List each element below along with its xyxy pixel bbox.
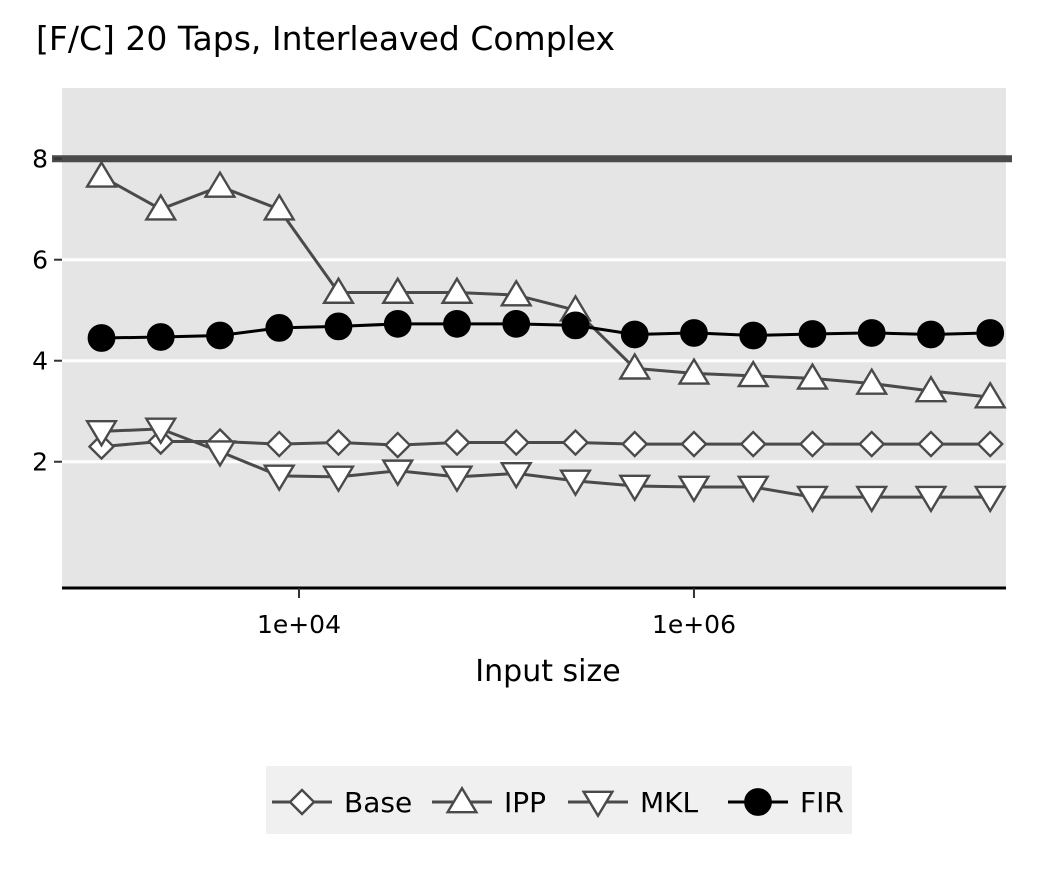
legend-key-marker bbox=[288, 788, 316, 816]
data-point-mkl bbox=[321, 465, 356, 494]
data-point-fir bbox=[383, 309, 412, 338]
series-line-fir bbox=[101, 322, 991, 340]
data-point-mkl bbox=[381, 459, 415, 487]
data-point-ipp bbox=[499, 278, 533, 307]
legend-key-background bbox=[426, 766, 562, 834]
data-point-mkl bbox=[914, 485, 948, 514]
data-point-base bbox=[798, 430, 827, 458]
data-point-fir bbox=[976, 319, 1005, 347]
data-point-mkl bbox=[84, 420, 119, 448]
data-point-fir bbox=[87, 324, 116, 352]
legend-label: IPP bbox=[504, 786, 546, 819]
data-point-ipp bbox=[618, 352, 652, 380]
x-tick-label: 1e+04 bbox=[257, 610, 341, 639]
data-point-fir bbox=[443, 309, 471, 338]
data-point-ipp bbox=[381, 276, 415, 304]
data-point-mkl bbox=[677, 475, 711, 504]
legend-key-marker bbox=[445, 785, 479, 814]
data-point-base bbox=[621, 430, 649, 458]
data-point-fir bbox=[917, 320, 945, 349]
data-point-ipp bbox=[855, 367, 889, 395]
legend-item-ipp: IPP bbox=[426, 766, 562, 834]
series-line-mkl bbox=[101, 427, 991, 499]
data-point-mkl bbox=[736, 475, 770, 504]
data-point-base bbox=[917, 430, 945, 458]
data-point-base bbox=[502, 428, 530, 457]
data-point-fir bbox=[680, 319, 708, 347]
legend-item-mkl: MKL bbox=[562, 766, 722, 834]
data-point-ipp bbox=[144, 193, 178, 221]
legend-label: FIR bbox=[800, 786, 844, 819]
data-point-mkl bbox=[558, 469, 592, 498]
data-point-fir bbox=[265, 314, 294, 342]
y-tick-label: 4 bbox=[32, 347, 48, 376]
data-point-fir bbox=[561, 311, 590, 340]
data-point-fir bbox=[798, 320, 827, 348]
chart-title: [F/C] 20 Taps, Interleaved Complex bbox=[36, 19, 615, 58]
series-fir bbox=[87, 309, 1005, 352]
data-point-ipp bbox=[973, 380, 1007, 409]
series-line-base bbox=[101, 440, 991, 449]
data-point-mkl bbox=[440, 465, 474, 494]
data-point-fir bbox=[857, 319, 886, 347]
series-mkl bbox=[84, 417, 1007, 514]
data-point-ipp bbox=[795, 362, 829, 390]
series-ipp bbox=[84, 160, 1007, 409]
data-point-mkl bbox=[262, 464, 296, 493]
y-axis: 2 4 6 8 bbox=[32, 145, 62, 477]
data-point-ipp bbox=[914, 374, 948, 403]
data-point-base bbox=[265, 430, 293, 458]
y-tick-label: 6 bbox=[32, 246, 48, 275]
data-point-ipp bbox=[677, 357, 711, 385]
data-point-mkl bbox=[203, 440, 237, 468]
data-point-base bbox=[739, 430, 767, 458]
data-point-ipp bbox=[84, 160, 119, 188]
data-point-fir bbox=[206, 321, 234, 350]
data-point-ipp bbox=[321, 276, 356, 304]
data-point-mkl bbox=[855, 485, 889, 514]
data-point-mkl bbox=[618, 474, 652, 503]
legend-label: Base bbox=[344, 786, 412, 819]
legend: Base IPP MKL FIR bbox=[266, 766, 852, 834]
legend-label: MKL bbox=[640, 786, 699, 819]
data-point-base bbox=[324, 428, 353, 457]
data-point-base bbox=[561, 428, 590, 457]
data-point-fir bbox=[502, 309, 531, 338]
legend-key-marker bbox=[744, 788, 772, 816]
data-point-fir bbox=[739, 321, 768, 350]
data-point-base bbox=[680, 430, 708, 458]
x-axis: 1e+04 1e+06 bbox=[257, 588, 736, 639]
data-point-fir bbox=[324, 312, 353, 341]
legend-key-background bbox=[722, 766, 852, 834]
data-point-fir bbox=[146, 323, 175, 351]
data-point-base bbox=[858, 430, 886, 458]
x-tick-label: 1e+06 bbox=[652, 610, 736, 639]
legend-item-base: Base bbox=[266, 766, 426, 834]
data-point-ipp bbox=[736, 359, 770, 388]
data-point-mkl bbox=[795, 485, 829, 514]
y-tick-label: 8 bbox=[32, 145, 48, 174]
legend-key-marker bbox=[581, 790, 615, 819]
legend-item-fir: FIR bbox=[722, 766, 852, 834]
data-point-base bbox=[976, 430, 1004, 458]
series-layer bbox=[84, 160, 1007, 514]
data-point-fir bbox=[620, 320, 649, 349]
data-point-mkl bbox=[144, 417, 178, 446]
series-line-ipp bbox=[100, 175, 991, 399]
data-point-ipp bbox=[262, 193, 296, 221]
data-point-mkl bbox=[973, 485, 1007, 514]
data-point-ipp bbox=[203, 170, 237, 198]
data-point-base bbox=[443, 428, 471, 457]
data-point-mkl bbox=[499, 461, 533, 490]
data-point-ipp bbox=[440, 276, 474, 304]
y-tick-label: 2 bbox=[32, 448, 48, 477]
x-axis-title: Input size bbox=[475, 654, 620, 689]
data-point-base bbox=[384, 431, 412, 459]
